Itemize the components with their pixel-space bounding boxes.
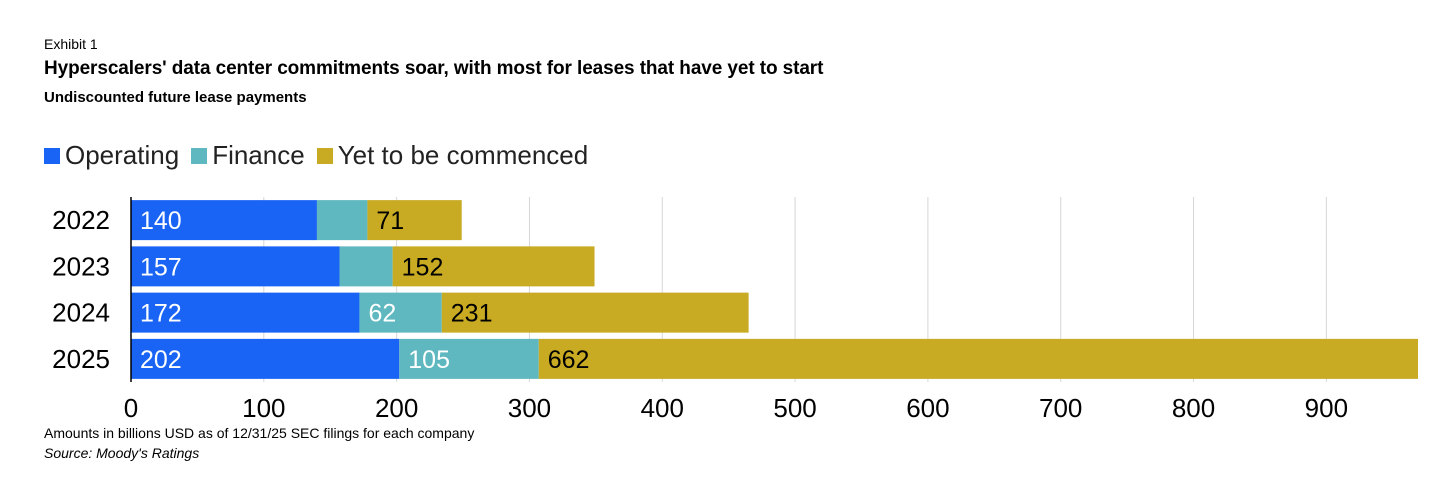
data-label: 62	[368, 300, 396, 328]
data-label: 71	[376, 207, 404, 235]
data-label: 157	[140, 253, 182, 281]
bar-segment-operating	[131, 246, 340, 287]
source-note: Source: Moody's Ratings	[44, 445, 200, 461]
x-tick-label: 400	[641, 393, 684, 423]
bar-segment-yet-to-be-commenced	[367, 200, 462, 241]
legend: Operating Finance Yet to be commenced	[44, 140, 600, 171]
chart-subtitle: Undiscounted future lease payments	[44, 89, 307, 106]
bar-segment-finance	[359, 292, 442, 333]
bar-segment-operating	[131, 292, 360, 333]
x-tick-label: 900	[1305, 393, 1348, 423]
legend-item-operating: Operating	[44, 140, 179, 171]
data-label: 662	[548, 346, 590, 374]
bar-segment-operating	[131, 200, 317, 241]
bar-segment-finance	[316, 200, 368, 241]
bar-segment-yet-to-be-commenced	[441, 292, 749, 333]
data-label: 231	[451, 300, 493, 328]
y-category-label: 2024	[52, 298, 110, 328]
data-label: 105	[408, 346, 450, 374]
bar-segment-yet-to-be-commenced	[538, 338, 1418, 379]
data-label: 202	[140, 346, 182, 374]
x-tick-label: 600	[906, 393, 949, 423]
bar-segment-finance	[339, 246, 393, 287]
legend-item-finance: Finance	[191, 140, 305, 171]
legend-label-yet-to-be-commenced: Yet to be commenced	[337, 140, 589, 170]
y-category-label: 2022	[52, 205, 110, 235]
data-label: 140	[140, 207, 182, 235]
y-category-label: 2023	[52, 251, 110, 281]
x-tick-label: 800	[1172, 393, 1215, 423]
x-tick-label: 700	[1039, 393, 1082, 423]
bar-segment-yet-to-be-commenced	[392, 246, 595, 287]
legend-swatch-operating	[44, 147, 60, 164]
x-tick-label: 100	[242, 393, 285, 423]
legend-swatch-yet-to-be-commenced	[316, 147, 333, 164]
bar-segment-operating	[131, 338, 400, 379]
y-category-label: 2025	[52, 344, 110, 374]
footnote: Amounts in billions USD as of 12/31/25 S…	[44, 425, 475, 441]
legend-label-finance: Finance	[212, 140, 305, 170]
x-tick-label: 500	[773, 393, 816, 423]
x-tick-label: 300	[508, 393, 551, 423]
exhibit-label: Exhibit 1	[44, 36, 98, 52]
legend-label-operating: Operating	[65, 140, 180, 170]
bar-segment-finance	[399, 338, 539, 379]
data-label: 172	[140, 300, 182, 328]
legend-swatch-finance	[191, 147, 208, 164]
data-label: 152	[402, 253, 444, 281]
x-tick-label: 200	[375, 393, 418, 423]
legend-item-yet-to-be-commenced: Yet to be commenced	[316, 140, 589, 171]
x-tick-label: 0	[124, 393, 138, 423]
chart-title: Hyperscalers' data center commitments so…	[44, 58, 824, 79]
